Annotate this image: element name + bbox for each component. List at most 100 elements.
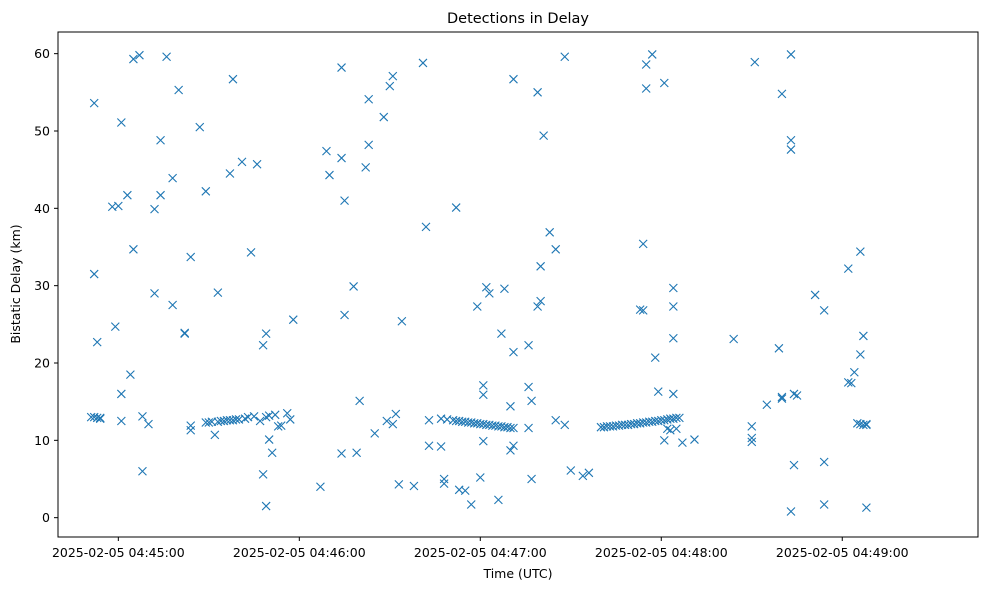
data-point-marker	[195, 122, 205, 132]
data-point-marker	[846, 378, 856, 388]
data-point-marker	[524, 382, 533, 392]
data-point-marker	[533, 302, 542, 311]
data-point-marker	[228, 74, 238, 84]
data-point-marker	[270, 410, 280, 420]
data-point-marker	[862, 420, 871, 430]
data-point-marker	[506, 445, 515, 455]
data-point-marker	[322, 146, 331, 156]
data-point-marker	[527, 396, 536, 406]
data-point-marker	[774, 343, 784, 353]
data-point-marker	[560, 420, 570, 430]
data-point-marker	[506, 401, 515, 411]
data-point-marker	[337, 63, 346, 72]
data-point-marker	[110, 322, 120, 332]
data-point-marker	[527, 474, 536, 484]
data-point-marker	[204, 418, 214, 427]
data-point-marker	[668, 283, 678, 293]
data-point-marker	[789, 460, 799, 470]
data-point-marker	[647, 50, 657, 59]
data-point-marker	[409, 481, 419, 491]
data-point-marker	[180, 328, 190, 338]
data-points	[86, 50, 871, 516]
data-point-marker	[747, 437, 757, 447]
data-point-marker	[668, 333, 678, 343]
x-tick-label: 2025-02-05 04:46:00	[233, 545, 366, 560]
data-point-marker	[650, 353, 660, 362]
data-point-marker	[249, 411, 259, 421]
data-point-marker	[635, 305, 645, 315]
data-point-marker	[786, 135, 796, 145]
data-point-marker	[261, 329, 271, 338]
data-point-marker	[258, 469, 268, 479]
data-point-marker	[862, 503, 871, 513]
data-point-marker	[509, 74, 518, 84]
data-point-marker	[255, 416, 265, 426]
data-point-marker	[138, 411, 147, 421]
data-point-marker	[551, 415, 561, 425]
data-point-marker	[475, 473, 485, 482]
data-point-marker	[135, 50, 144, 60]
data-point-marker	[671, 413, 681, 423]
data-point-marker	[340, 196, 349, 205]
x-tick-label: 2025-02-05 04:48:00	[595, 545, 728, 560]
data-point-marker	[361, 162, 371, 172]
data-point-marker	[337, 449, 346, 458]
data-point-marker	[855, 247, 865, 257]
data-point-marker	[210, 430, 220, 440]
y-tick-label: 30	[34, 278, 50, 293]
data-point-marker	[560, 52, 570, 62]
y-tick-label: 60	[34, 46, 50, 61]
data-point-marker	[478, 390, 488, 400]
data-point-marker	[533, 87, 542, 97]
data-point-marker	[545, 227, 555, 237]
data-point-marker	[424, 415, 434, 425]
data-point-marker	[156, 135, 165, 145]
y-tick-label: 40	[34, 201, 50, 216]
data-point-marker	[478, 381, 488, 390]
data-point-marker	[370, 428, 380, 438]
data-point-marker	[89, 269, 99, 279]
data-point-marker	[506, 423, 515, 433]
data-point-marker	[536, 296, 546, 306]
data-point-marker	[466, 500, 476, 509]
data-point-marker	[397, 316, 407, 326]
data-point-marker	[852, 418, 862, 428]
data-point-marker	[777, 89, 787, 99]
data-point-marker	[364, 140, 374, 150]
data-point-marker	[855, 350, 865, 359]
y-tick-label: 50	[34, 123, 50, 138]
data-point-marker	[536, 261, 546, 271]
data-point-marker	[690, 435, 699, 444]
data-point-marker	[364, 94, 374, 104]
data-point-marker	[436, 442, 446, 451]
data-point-marker	[638, 306, 648, 315]
data-point-marker	[638, 239, 648, 249]
data-point-marker	[481, 282, 491, 292]
data-point-marker	[231, 415, 241, 424]
data-point-marker	[497, 329, 506, 338]
y-tick-label: 20	[34, 355, 50, 370]
data-point-marker	[258, 340, 268, 350]
data-point-marker	[777, 392, 787, 402]
data-point-marker	[858, 420, 868, 430]
data-point-marker	[484, 289, 494, 298]
data-point-marker	[92, 337, 102, 347]
data-point-marker	[129, 54, 138, 64]
data-point-marker	[659, 78, 669, 88]
data-point-marker	[264, 435, 274, 444]
x-axis-label: Time (UTC)	[482, 566, 552, 581]
plot-frame	[57, 31, 979, 538]
data-point-marker	[122, 190, 132, 200]
data-point-marker	[340, 310, 349, 320]
data-point-marker	[388, 419, 398, 429]
data-point-marker	[665, 425, 675, 435]
data-point-marker	[509, 423, 518, 433]
data-point-marker	[168, 173, 178, 183]
data-point-marker	[539, 131, 549, 141]
data-point-marker	[421, 222, 431, 232]
x-tick-label: 2025-02-05 04:45:00	[52, 545, 185, 560]
data-point-marker	[668, 302, 678, 311]
data-point-marker	[150, 289, 159, 298]
